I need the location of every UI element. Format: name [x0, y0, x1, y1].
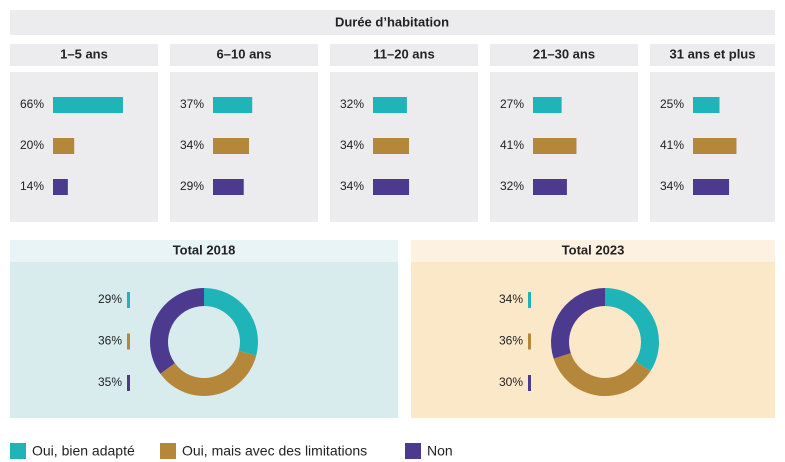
label-marker [528, 375, 531, 391]
label-marker [127, 333, 130, 350]
value-label: 20% [20, 138, 44, 152]
panel-title: Total 2018 [173, 242, 236, 257]
value-label: 34% [180, 138, 204, 152]
panel-title: 6–10 ans [217, 46, 272, 61]
value-label: 25% [660, 97, 684, 111]
panel-title-bar [411, 240, 775, 262]
value-label: 36% [499, 334, 523, 348]
bar [53, 138, 75, 154]
donut-slice [551, 288, 605, 359]
value-label: 34% [340, 179, 364, 193]
header-bar [10, 10, 775, 35]
bar [533, 97, 562, 113]
panel-title-bar [170, 44, 318, 66]
value-label: 34% [660, 179, 684, 193]
panel-title: Total 2023 [562, 242, 625, 257]
panel-title-bar [650, 44, 775, 66]
legend-label: Non [427, 443, 453, 459]
donut-slice [150, 288, 204, 374]
value-label: 29% [180, 179, 204, 193]
panel-title: 31 ans et plus [670, 46, 756, 61]
bar [373, 97, 407, 113]
header-title: Durée d’habitation [335, 14, 449, 29]
label-marker [528, 292, 531, 308]
value-label: 30% [499, 375, 523, 389]
bar [213, 179, 244, 195]
donut-slice [160, 350, 257, 397]
value-label: 41% [660, 138, 684, 152]
bar [53, 97, 123, 113]
donut-slice [204, 288, 258, 356]
label-marker [127, 292, 130, 308]
panel-title: 11–20 ans [373, 46, 434, 61]
value-label: 34% [340, 138, 364, 152]
panel-title-bar [330, 44, 478, 66]
panel-title: 21–30 ans [533, 46, 595, 61]
panel-title-bar [10, 240, 398, 262]
bar [373, 179, 410, 195]
value-label: 32% [500, 179, 524, 193]
value-label: 41% [500, 138, 524, 152]
panel-title-bar [10, 44, 158, 66]
value-label: 35% [98, 375, 122, 389]
legend-swatch [10, 443, 26, 459]
value-label: 36% [98, 334, 122, 348]
bar [373, 138, 410, 154]
bar [693, 179, 730, 195]
value-label: 29% [98, 292, 122, 306]
panel-title: 1–5 ans [60, 46, 108, 61]
value-label: 34% [499, 292, 523, 306]
donut-slice [605, 288, 659, 371]
bar [53, 179, 68, 195]
value-label: 27% [500, 97, 524, 111]
label-marker [528, 333, 531, 350]
legend-swatch [405, 443, 421, 459]
value-label: 37% [180, 97, 204, 111]
bar [213, 138, 250, 154]
bar [533, 179, 567, 195]
label-marker [127, 375, 130, 391]
bar [693, 138, 737, 154]
bar [213, 97, 253, 113]
value-label: 66% [20, 97, 44, 111]
value-label: 32% [340, 97, 364, 111]
value-label: 14% [20, 179, 44, 193]
donut-slice [553, 353, 651, 396]
legend-label: Oui, bien adapté [32, 443, 135, 459]
bar [533, 138, 577, 154]
legend-label: Oui, mais avec des limitations [182, 443, 367, 459]
bar [693, 97, 720, 113]
panel-title-bar [490, 44, 638, 66]
legend-swatch [160, 443, 176, 459]
